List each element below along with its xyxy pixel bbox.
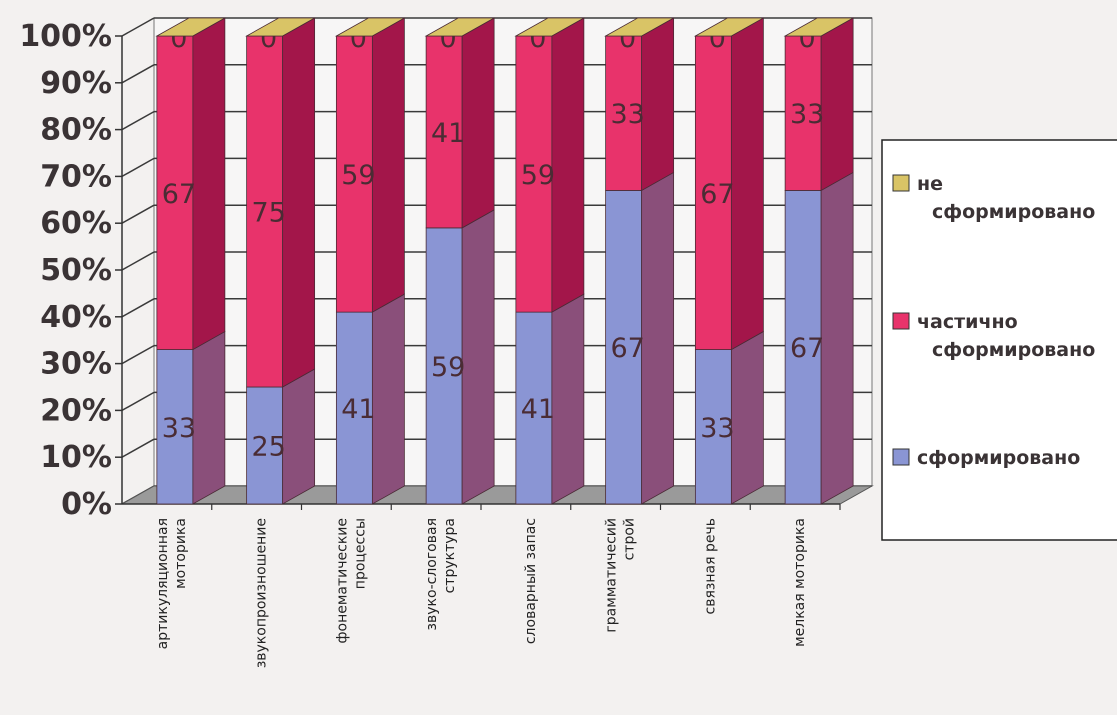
bar-segment [694, 349, 732, 505]
bar-segment [156, 349, 194, 505]
bar-side [192, 330, 226, 505]
y-tick-label: 40% [40, 300, 112, 335]
side-grid-line [121, 391, 155, 412]
category-label: строй [622, 518, 638, 560]
bar-side [820, 171, 854, 505]
category-label: звукопроизношение [254, 518, 270, 668]
bar-side [282, 368, 316, 505]
y-tick-label: 90% [40, 66, 112, 101]
category-label: моторика [173, 518, 189, 589]
data-label: 33 [790, 99, 824, 130]
bar-side [551, 293, 585, 505]
bar-side [461, 17, 495, 229]
legend-label: сформировано [917, 447, 1080, 469]
category-label: связная речь [702, 518, 718, 614]
legend-box [881, 139, 1117, 541]
bar-side [551, 17, 585, 313]
bar-side [730, 330, 764, 505]
data-label: 41 [431, 118, 465, 149]
y-tick-label: 80% [40, 113, 112, 148]
bar-segment [515, 311, 553, 505]
data-label: 25 [251, 432, 285, 463]
bar-top [424, 17, 496, 37]
bar-side [461, 209, 495, 505]
bar-top [155, 17, 227, 37]
bar-segment [335, 311, 373, 505]
legend-label: не [917, 173, 943, 195]
data-label: 33 [700, 413, 734, 444]
data-label: 67 [610, 333, 644, 364]
side-grid-line [121, 251, 155, 271]
bar-top [693, 17, 765, 37]
legend-swatch [892, 312, 910, 330]
category-label: процессы [352, 518, 368, 589]
y-tick-label: 70% [40, 159, 112, 194]
bar-segment [246, 386, 284, 505]
data-label: 67 [700, 179, 734, 210]
side-grid-line [121, 204, 155, 224]
data-label: 67 [162, 179, 196, 210]
data-label: 41 [341, 394, 375, 425]
bar-segment [694, 35, 732, 350]
bar-segment [156, 35, 194, 350]
side-grid-line [121, 157, 155, 178]
legend-label: сформировано [932, 201, 1095, 223]
side-grid-line [121, 298, 155, 318]
bar-side [641, 171, 675, 505]
legend-label: сформировано [932, 339, 1095, 361]
y-tick-label: 0% [61, 487, 112, 522]
bar-segment [425, 227, 463, 505]
bar-top [604, 17, 676, 37]
side-grid-line [121, 110, 155, 131]
bar-segment [784, 190, 822, 505]
bar-top [514, 17, 586, 37]
category-label: грамматичесий [604, 518, 620, 633]
side-grid-line [121, 17, 155, 37]
bar-side [820, 17, 854, 192]
bar-top [783, 17, 855, 37]
chart-floor [120, 485, 874, 505]
data-label: 41 [521, 394, 555, 425]
bar-side [641, 17, 675, 192]
bar-side [730, 17, 764, 351]
data-label: 59 [431, 352, 465, 383]
y-tick-label: 50% [40, 253, 112, 288]
category-label: мелкая моторика [792, 518, 808, 647]
category-label: артикуляционная [155, 518, 171, 649]
bar-side [282, 17, 316, 388]
side-grid-line [121, 438, 155, 458]
bar-segment [605, 35, 643, 191]
y-tick-label: 30% [40, 347, 112, 382]
side-grid-line [121, 344, 155, 365]
bar-segment [605, 190, 643, 505]
bar-top [334, 17, 406, 37]
data-label: 59 [341, 160, 375, 191]
data-label: 33 [610, 99, 644, 130]
bar-segment [425, 35, 463, 229]
data-label: 67 [790, 333, 824, 364]
category-label: структура [442, 518, 458, 593]
bar-side [192, 17, 226, 351]
legend-swatch [892, 448, 910, 466]
data-label: 59 [521, 160, 555, 191]
bar-side [371, 293, 405, 505]
category-label: звуко-слоговая [424, 518, 440, 630]
legend-label: частично [917, 311, 1018, 333]
legend-swatch [892, 174, 910, 192]
bar-side [371, 17, 405, 313]
bar-segment [784, 35, 822, 191]
data-label: 33 [162, 413, 196, 444]
side-grid-line [121, 64, 155, 84]
bar-segment [515, 35, 553, 313]
category-label: словарный запас [523, 518, 539, 644]
y-tick-label: 20% [40, 393, 112, 428]
y-tick-label: 60% [40, 206, 112, 241]
bar-top [245, 17, 317, 37]
y-tick-label: 10% [40, 440, 112, 475]
data-label: 75 [251, 198, 285, 229]
y-tick-label: 100% [19, 19, 112, 54]
category-label: фонематические [334, 518, 350, 643]
